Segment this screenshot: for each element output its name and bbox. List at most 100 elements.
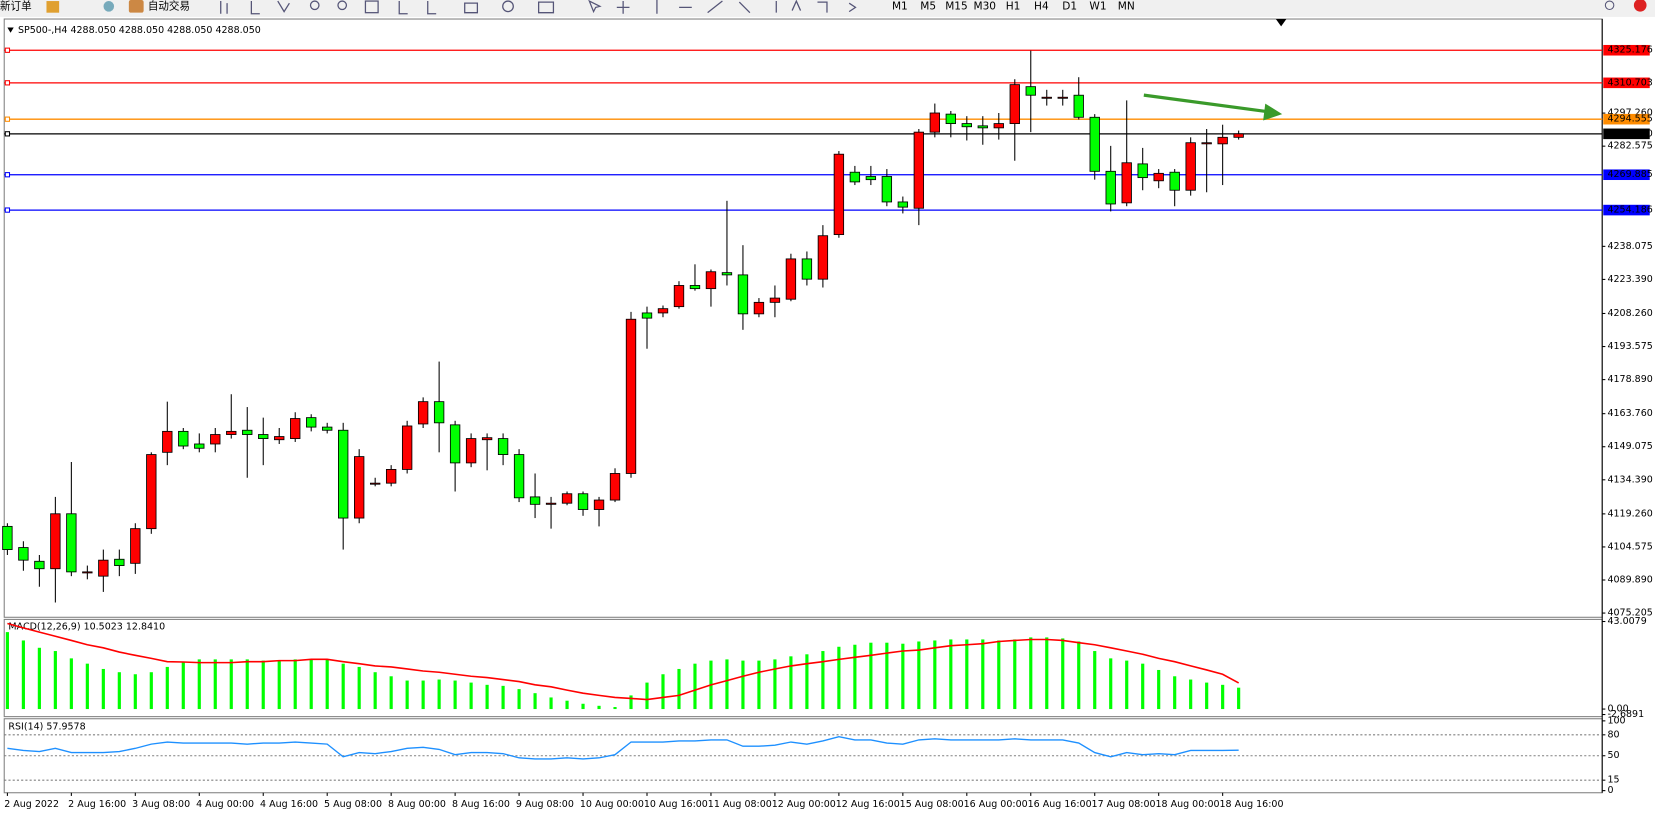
- timeframe-button[interactable]: M5: [920, 0, 936, 12]
- histogram-bar: [533, 693, 537, 710]
- timeframe-button[interactable]: M1: [892, 0, 908, 12]
- level-tag: [1603, 77, 1650, 89]
- candle-body: [1009, 84, 1020, 125]
- candle-body: [577, 493, 589, 510]
- histogram-bar: [21, 640, 25, 710]
- histogram-bar: [293, 659, 297, 710]
- candle-body: [50, 513, 61, 570]
- candle-body: [274, 436, 285, 441]
- toolbar: 新订单 自动交易 M1 M5 M15 M30 H1 H4 D1 W1 MN: [0, 0, 1655, 17]
- icon: [1604, 0, 1615, 11]
- menu-triangle: [7, 27, 14, 33]
- candle-body: [657, 308, 669, 314]
- histogram-bar: [341, 663, 345, 710]
- level-label: 4254.186: [1607, 205, 1652, 216]
- y-tick-label: 4163.760: [1607, 408, 1652, 419]
- histogram-bar: [901, 643, 905, 710]
- candle-body: [561, 493, 573, 504]
- histogram-bar: [629, 695, 633, 710]
- y-tick-label: 4282.575: [1607, 141, 1652, 152]
- candle-body: [162, 430, 173, 453]
- candle-body: [178, 430, 189, 447]
- x-tick-label: 12 Aug 16:00: [836, 799, 900, 810]
- level-label: 4325.176: [1607, 45, 1652, 56]
- x-tick-label: 10 Aug 16:00: [644, 799, 708, 810]
- candle-body: [2, 525, 13, 551]
- x-tick-label: 5 Aug 08:00: [324, 799, 382, 810]
- histogram-bar: [1029, 637, 1033, 710]
- histogram-bar: [661, 674, 665, 710]
- y-tick-label: 43.0079: [1607, 616, 1646, 627]
- x-tick-label: 15 Aug 08:00: [900, 799, 964, 810]
- timeframe-button[interactable]: W1: [1089, 0, 1106, 12]
- button-label[interactable]: 新订单: [0, 0, 32, 12]
- y-tick-label: 100: [1607, 715, 1625, 726]
- candle-body: [114, 558, 125, 566]
- rsi-line: [7, 736, 1239, 760]
- timeframe-button[interactable]: M15: [945, 0, 968, 12]
- level-handle: [4, 207, 11, 213]
- x-tick-label: 18 Aug 00:00: [1156, 799, 1220, 810]
- level-handle: [4, 116, 11, 122]
- y-tick-label: 4178.890: [1607, 374, 1652, 385]
- histogram-bar: [1173, 676, 1177, 710]
- candle-body: [34, 560, 45, 570]
- y-tick-label: 80: [1607, 729, 1619, 740]
- candle-body: [1105, 170, 1116, 205]
- histogram-bar: [69, 658, 73, 710]
- histogram-bar: [501, 685, 505, 710]
- candle-body: [593, 499, 605, 510]
- candle-body: [1233, 133, 1244, 138]
- histogram-bar: [357, 666, 361, 710]
- candle-body: [881, 176, 893, 203]
- y-tick-label: 4208.260: [1607, 308, 1652, 319]
- candle-body: [369, 482, 381, 485]
- histogram-bar: [949, 639, 953, 710]
- y-tick-label: 4297.260: [1607, 108, 1652, 119]
- candle-body: [354, 456, 365, 519]
- histogram-bar: [1141, 663, 1145, 710]
- timeframe-button[interactable]: D1: [1062, 0, 1077, 12]
- histogram-bar: [757, 660, 761, 710]
- icon: [309, 0, 320, 11]
- histogram-bar: [325, 659, 329, 710]
- chart-title: SP500-,H4 4288.050 4288.050 4288.050 428…: [18, 25, 261, 36]
- histogram-bar: [469, 682, 473, 710]
- candle-body: [513, 454, 525, 499]
- timeframe-button[interactable]: H1: [1006, 0, 1021, 12]
- timeframe-button[interactable]: MN: [1118, 0, 1135, 12]
- candle-body: [1041, 96, 1052, 99]
- histogram-bar: [37, 647, 41, 710]
- candle-body: [833, 153, 845, 236]
- candle-body: [465, 438, 477, 464]
- candle-body: [609, 473, 621, 501]
- histogram-bar: [645, 682, 649, 710]
- timeframe-button[interactable]: H4: [1034, 0, 1049, 12]
- level-tag: [1603, 113, 1650, 125]
- timeframe-button[interactable]: M30: [974, 0, 997, 12]
- histogram-bar: [53, 651, 57, 710]
- candle-body: [529, 496, 541, 505]
- histogram-bar: [149, 672, 153, 710]
- candle-body: [961, 123, 972, 128]
- icons: [220, 0, 290, 15]
- candle-body: [1057, 96, 1068, 99]
- icons: [398, 0, 555, 15]
- icon: [337, 0, 348, 11]
- candle-body: [18, 547, 29, 561]
- histogram-bar: [725, 659, 729, 710]
- x-tick-label: 18 Aug 16:00: [1219, 799, 1283, 810]
- histogram-bar: [1125, 660, 1129, 710]
- candle-body: [817, 235, 829, 280]
- x-tick-label: 17 Aug 08:00: [1092, 799, 1156, 810]
- candle-body: [673, 285, 685, 308]
- candle-body: [1201, 142, 1212, 145]
- arrow-head: [1263, 103, 1283, 121]
- y-tick-label: -2.6891: [1607, 709, 1644, 720]
- y-tick-label: 0.00: [1607, 704, 1628, 715]
- button-label[interactable]: 自动交易: [148, 0, 190, 12]
- y-tick-label: 4104.575: [1607, 541, 1652, 552]
- x-tick-label: 2 Aug 2022: [4, 799, 59, 810]
- histogram-bar: [965, 639, 969, 710]
